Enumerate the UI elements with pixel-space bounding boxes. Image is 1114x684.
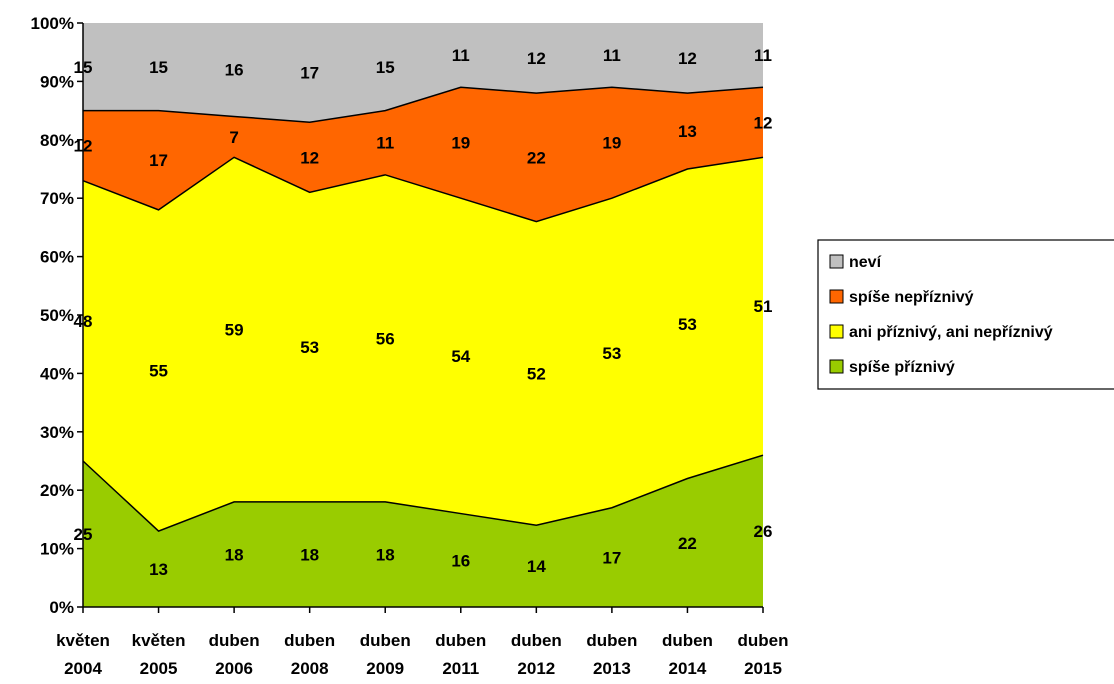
legend-label: ani příznivý, ani nepříznivý xyxy=(849,324,1053,341)
data-label: 18 xyxy=(376,545,395,564)
data-label: 14 xyxy=(527,557,546,576)
series-boundary-line-2 xyxy=(83,86,764,124)
data-label: 7 xyxy=(229,128,238,147)
data-label: 52 xyxy=(527,364,546,383)
data-label: 18 xyxy=(225,545,244,564)
legend-label: neví xyxy=(849,254,882,271)
y-tick-label: 90% xyxy=(40,72,74,91)
y-tick-label: 0% xyxy=(49,598,74,617)
data-label: 53 xyxy=(678,315,697,334)
data-label: 11 xyxy=(376,134,394,153)
data-label: 12 xyxy=(300,148,319,167)
data-label: 19 xyxy=(451,134,470,153)
y-tick-label: 80% xyxy=(40,131,74,150)
legend-label: spíše příznivý xyxy=(849,359,955,376)
series-boundary-line-0 xyxy=(82,454,764,532)
y-tick-label: 50% xyxy=(40,306,74,325)
data-label: 17 xyxy=(300,64,319,83)
x-tick-label: duben 2009 xyxy=(360,631,411,678)
area-series-3 xyxy=(83,23,763,123)
data-label: 55 xyxy=(149,361,168,380)
x-tick-label: duben 2015 xyxy=(738,631,789,678)
y-tick-label: 30% xyxy=(40,423,74,442)
legend-swatch xyxy=(829,254,844,269)
data-label: 15 xyxy=(74,58,93,77)
y-axis: 0% 10% 20% 30% 40% 50% 60% 70% 80% 90% 100% xyxy=(31,14,84,617)
data-label: 11 xyxy=(603,46,621,65)
data-label: 59 xyxy=(225,321,244,340)
data-label: 11 xyxy=(754,46,772,65)
data-label: 54 xyxy=(451,347,470,366)
data-label: 56 xyxy=(376,329,395,348)
data-label: 19 xyxy=(602,134,621,153)
data-label: 22 xyxy=(527,148,546,167)
data-label: 15 xyxy=(376,58,395,77)
x-tick-label: duben 2008 xyxy=(284,631,335,678)
legend: neví spíše nepříznivý ani příznivý, ani ne… xyxy=(817,239,1114,390)
data-label: 13 xyxy=(149,560,168,579)
area-series-1 xyxy=(83,157,763,532)
data-label: 16 xyxy=(225,61,244,80)
data-label: 17 xyxy=(602,548,621,567)
data-label: 12 xyxy=(678,49,697,68)
series-boundary-line-1 xyxy=(82,156,764,223)
legend-label: spíše nepříznivý xyxy=(849,289,974,306)
y-tick-label: 100% xyxy=(31,14,74,33)
y-tick-label: 20% xyxy=(40,481,74,500)
x-tick-label: duben 2014 xyxy=(662,631,713,678)
y-tick-label: 40% xyxy=(40,364,74,383)
legend-swatch xyxy=(829,289,844,304)
x-tick-label: květen 2004 xyxy=(56,631,110,678)
x-tick-label: duben 2012 xyxy=(511,631,562,678)
data-label: 25 xyxy=(74,525,93,544)
legend-swatch xyxy=(829,324,844,339)
data-label: 22 xyxy=(678,534,697,553)
data-label: 26 xyxy=(754,522,773,541)
y-tick-label: 10% xyxy=(40,540,74,559)
data-labels: 25 13 18 18 18 16 14 17 22 26 48 55 59 53 56 54 52 53 53 51… xyxy=(74,46,773,579)
data-label: 48 xyxy=(74,312,93,331)
data-label: 16 xyxy=(451,551,470,570)
data-label: 12 xyxy=(74,137,93,156)
data-label: 13 xyxy=(678,122,697,141)
y-tick-label: 70% xyxy=(40,189,74,208)
data-label: 17 xyxy=(149,151,168,170)
data-label: 51 xyxy=(754,297,773,316)
data-label: 15 xyxy=(149,58,168,77)
x-tick-label: duben 2011 xyxy=(435,631,486,678)
x-axis: květen 2004 květen 2005 duben 2006 duben 2008 du… xyxy=(56,606,789,678)
x-tick-label: květen 2005 xyxy=(132,631,186,678)
data-label: 12 xyxy=(527,49,546,68)
x-tick-label: duben 2006 xyxy=(209,631,260,678)
area-series-group xyxy=(82,23,764,607)
data-label: 53 xyxy=(602,344,621,363)
data-label: 18 xyxy=(300,545,319,564)
data-label: 11 xyxy=(452,46,470,65)
area-series-2 xyxy=(83,87,763,222)
y-tick-label: 60% xyxy=(40,248,74,267)
area-series-0 xyxy=(83,455,763,607)
legend-swatch xyxy=(829,359,844,374)
data-label: 53 xyxy=(300,338,319,357)
legend-box xyxy=(817,239,1114,390)
data-label: 12 xyxy=(754,113,773,132)
x-tick-label: duben 2013 xyxy=(586,631,637,678)
